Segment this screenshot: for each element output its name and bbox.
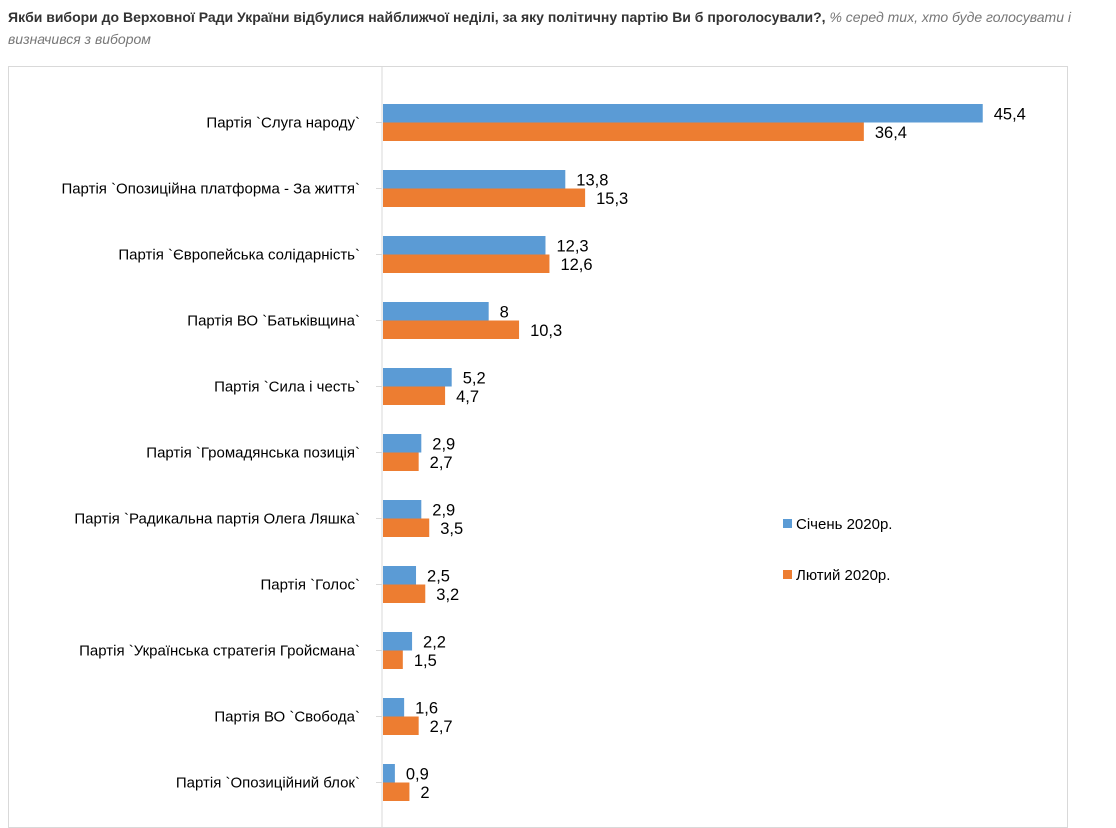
bar [383, 320, 520, 339]
bar-chart: Партія `Слуга народу` 45,4 36,4 Партія `Опо… [61, 67, 1026, 827]
bar [383, 386, 446, 405]
data-label: 12,3 [556, 237, 588, 255]
category-label: Партія `Радикальна партія Олега Ляшка` [74, 511, 360, 528]
chart-header: Якби вибори до Верховної Ради України ві… [8, 6, 1108, 50]
category-label: Партія `Слуга народу` [206, 115, 360, 132]
bar [383, 434, 422, 453]
bar [383, 782, 410, 801]
legend-label: Лютий 2020р. [796, 567, 890, 584]
data-label: 15,3 [596, 190, 628, 208]
bar [383, 368, 452, 387]
bar [383, 584, 426, 603]
bar [383, 122, 864, 141]
category-label: Партія `Сила і честь` [214, 379, 360, 396]
bar [383, 566, 417, 585]
bar [383, 188, 586, 207]
data-label: 5,2 [463, 369, 486, 387]
chart-note: % серед тих, хто буде голосувати і визна… [8, 9, 1071, 47]
data-label: 1,6 [415, 699, 438, 717]
bar [383, 302, 489, 321]
bar [383, 254, 550, 273]
legend-swatch [783, 570, 792, 579]
data-label: 12,6 [560, 256, 592, 274]
category-label: Партія `Українська стратегія Гройсмана` [79, 643, 360, 660]
data-label: 8 [500, 303, 509, 321]
bar [383, 170, 566, 189]
bar [383, 104, 983, 123]
data-label: 2,9 [432, 501, 455, 519]
data-label: 13,8 [576, 171, 608, 189]
data-label: 0,9 [406, 765, 429, 783]
bar [383, 698, 405, 717]
data-label: 2,2 [423, 633, 446, 651]
data-label: 2,7 [430, 718, 453, 736]
legend-label: Січень 2020р. [796, 516, 892, 533]
category-label: Партія `Голос` [260, 577, 360, 594]
bar [383, 764, 395, 783]
bar [383, 632, 413, 651]
category-label: Партія `Європейська солідарність` [118, 247, 360, 264]
data-label: 10,3 [530, 322, 562, 340]
category-label: Партія `Громадянська позиція` [146, 445, 360, 462]
chart-frame: Партія `Слуга народу` 45,4 36,4 Партія `Опо… [8, 66, 1068, 828]
data-label: 4,7 [456, 388, 479, 406]
data-label: 3,5 [440, 520, 463, 538]
category-label: Партія `Опозиційна платформа - За життя` [61, 181, 360, 198]
data-label: 45,4 [994, 105, 1026, 123]
data-label: 2,7 [430, 454, 453, 472]
data-label: 2 [420, 784, 429, 802]
data-label: 36,4 [875, 124, 907, 142]
data-label: 2,9 [432, 435, 455, 453]
data-label: 2,5 [427, 567, 450, 585]
bar [383, 236, 546, 255]
data-label: 1,5 [414, 652, 437, 670]
category-label: Партія `Опозиційний блок` [176, 775, 360, 792]
category-label: Партія ВО `Батьківщина` [187, 313, 360, 330]
category-label: Партія ВО `Свобода` [214, 709, 360, 726]
bar [383, 452, 419, 471]
bar [383, 650, 403, 669]
bar [383, 518, 430, 537]
bar [383, 500, 422, 519]
data-label: 3,2 [436, 586, 459, 604]
chart-question: Якби вибори до Верховної Ради України ві… [8, 9, 826, 25]
bar [383, 716, 419, 735]
legend-swatch [783, 519, 792, 528]
